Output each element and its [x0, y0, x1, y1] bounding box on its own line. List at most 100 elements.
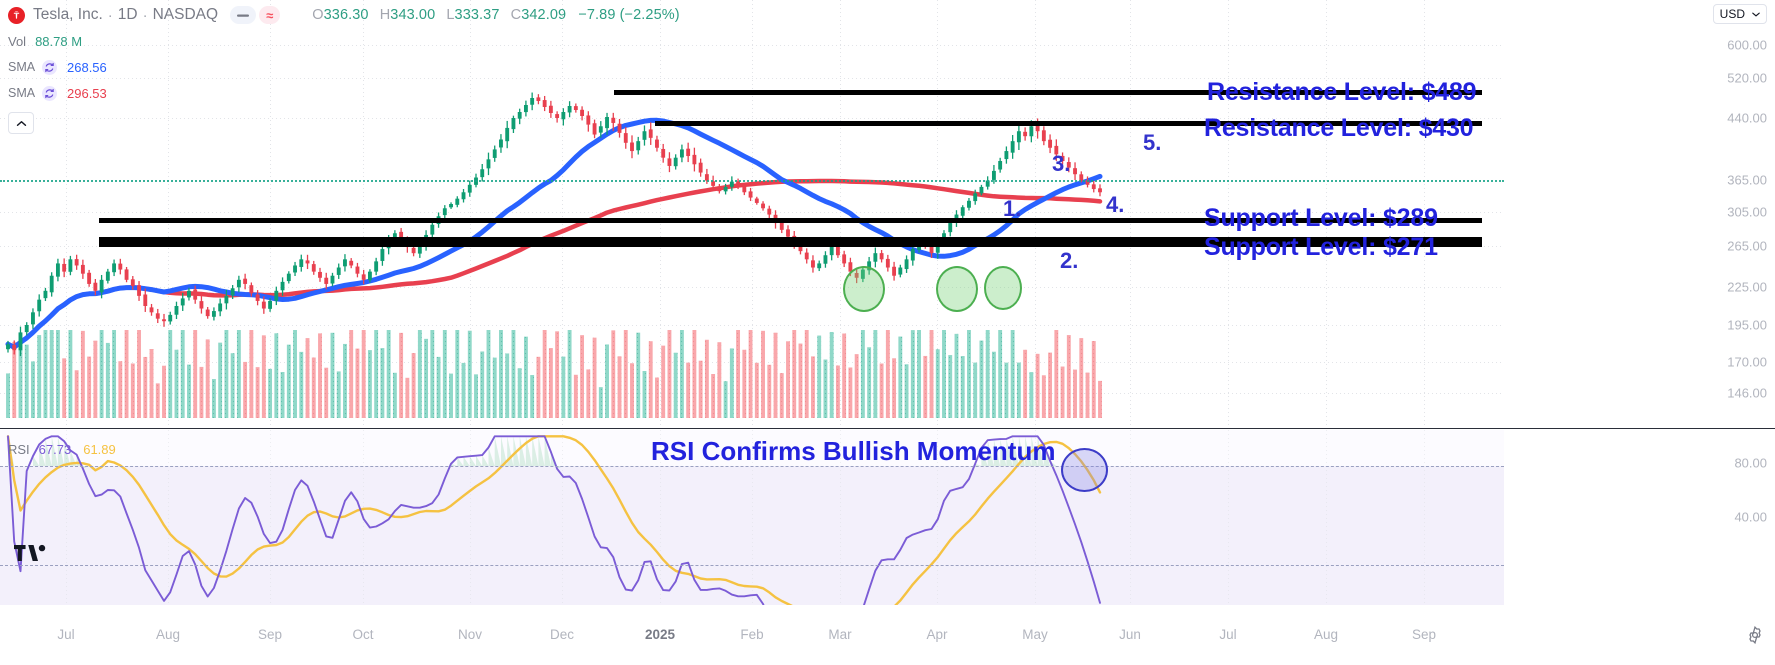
gridline-v — [66, 0, 67, 428]
sma-row-1[interactable]: SMA 268.56 — [8, 54, 680, 80]
time-label: Jun — [1119, 627, 1141, 642]
tesla-logo-icon — [8, 6, 25, 24]
gridline-v — [1035, 0, 1036, 428]
wave-icon[interactable]: ≈ — [259, 6, 281, 24]
time-label: 2025 — [644, 627, 676, 642]
gridline-v — [1326, 430, 1327, 605]
sma-label: SMA — [8, 86, 36, 100]
gridline-v — [1424, 430, 1425, 605]
gridline-v — [1228, 430, 1229, 605]
symbol-row[interactable]: Tesla, Inc. · 1D · NASDAQ ≈ O336.30 H343… — [8, 2, 680, 28]
support-line-289-upper[interactable] — [99, 218, 1482, 223]
refresh-icon[interactable] — [42, 85, 57, 101]
ohlc-close-key: C — [510, 7, 522, 23]
wave-label-2: 2. — [1060, 248, 1079, 273]
highlight-ellipse-3 — [984, 266, 1022, 310]
gridline-v — [660, 0, 661, 428]
rsi-tick: 40.00 — [1734, 509, 1767, 525]
gridline-v — [937, 0, 938, 428]
gridline-v — [363, 0, 364, 428]
resistance-label-489: Resistance Level: $489 — [1207, 78, 1477, 106]
refresh-icon[interactable] — [42, 59, 57, 75]
wave-label-4: 4. — [1106, 192, 1125, 217]
axis-divider — [1504, 428, 1775, 429]
gridline-v — [1130, 0, 1131, 428]
exchange: NASDAQ — [152, 6, 219, 23]
gridline-v — [752, 430, 753, 605]
bar-style-icon[interactable] — [230, 6, 257, 24]
separator-dot: · — [107, 6, 113, 24]
time-label: Apr — [926, 627, 948, 642]
gridline-v — [1130, 430, 1131, 605]
time-axis: Jul Aug Sep Oct Nov Dec 2025 Feb Mar Apr May Jun Jul… — [0, 544, 1775, 665]
gridline-v — [470, 430, 471, 605]
time-label: Sep — [1411, 627, 1437, 642]
time-label: Nov — [457, 627, 483, 642]
resistance-line-489[interactable] — [614, 90, 1482, 95]
time-label: Feb — [740, 627, 764, 642]
ohlc-close-value: 342.09 — [521, 7, 567, 23]
support-line-289[interactable] — [99, 237, 1482, 242]
rsi-highlight-ellipse — [1061, 448, 1108, 492]
time-label: Mar — [828, 627, 852, 642]
rsi-overbought-line — [0, 466, 1504, 467]
time-label: Sep — [257, 627, 283, 642]
gridline-v — [562, 430, 563, 605]
support-line-271[interactable] — [99, 242, 1482, 247]
wave-label-3: 3. — [1052, 151, 1071, 176]
gridline-v — [1035, 430, 1036, 605]
price-tick: 305.00 — [1727, 204, 1767, 220]
currency-selector[interactable]: USD — [1712, 4, 1767, 24]
volume-row[interactable]: Vol 88.78 M — [8, 28, 680, 54]
gridline-v — [840, 0, 841, 428]
symbol-name[interactable]: Tesla, Inc. — [33, 6, 103, 23]
resistance-line-430[interactable] — [655, 121, 1482, 126]
price-tick: 365.00 — [1727, 172, 1767, 188]
gridline-v — [168, 430, 169, 605]
collapse-legend-button[interactable] — [8, 112, 34, 134]
price-tick: 440.00 — [1727, 110, 1767, 126]
gridline-v — [270, 430, 271, 605]
gridline-v — [168, 0, 169, 428]
price-axis: USD 600.00 520.00 440.00 365.00 305.00 2… — [1504, 0, 1775, 605]
time-label: Oct — [352, 627, 374, 642]
rsi-pane: RSI 67.73 61.89 RSI Confirms Bullish Mom… — [0, 430, 1504, 621]
volume-label: Vol — [8, 33, 27, 49]
volume-value: 88.78 M — [35, 33, 83, 49]
price-tick: 170.00 — [1727, 354, 1767, 370]
price-tick: 600.00 — [1727, 37, 1767, 53]
rsi-ma-value: 61.89 — [83, 441, 116, 457]
rsi-band-fill — [0, 466, 1504, 605]
ohlc-high-key: H — [379, 7, 391, 23]
chart-legend: Tesla, Inc. · 1D · NASDAQ ≈ O336.30 H343… — [8, 2, 680, 134]
price-tick: 265.00 — [1727, 238, 1767, 254]
gridline-v — [1326, 0, 1327, 428]
chevron-down-icon — [1752, 12, 1760, 17]
wave-label-5: 5. — [1143, 130, 1162, 155]
gridline-v — [1228, 0, 1229, 428]
resistance-label-430: Resistance Level: $430 — [1204, 114, 1474, 142]
gridline-v — [752, 0, 753, 428]
time-label: Dec — [549, 627, 575, 642]
interval[interactable]: 1D — [117, 6, 138, 23]
gridline-v — [562, 0, 563, 428]
price-tick: 195.00 — [1727, 317, 1767, 333]
ohlc-change: −7.89 (−2.25%) — [578, 7, 680, 23]
ohlc-low-key: L — [446, 7, 455, 23]
rsi-annotation: RSI Confirms Bullish Momentum — [651, 436, 1056, 466]
gridline-v — [1424, 0, 1425, 428]
rsi-tick: 80.00 — [1734, 455, 1767, 471]
tradingview-logo-icon[interactable] — [14, 543, 46, 568]
price-pane: 1. 2. 3. 4. 5. Resistance Level: $489 Re… — [0, 0, 1504, 428]
ohlc-open-value: 336.30 — [323, 7, 369, 23]
gridline-v — [840, 430, 841, 605]
sma-row-2[interactable]: SMA 296.53 — [8, 80, 680, 106]
time-label: May — [1022, 627, 1048, 642]
sma-value-1: 268.56 — [67, 59, 107, 75]
time-label: Jul — [57, 627, 75, 642]
settings-gear-icon[interactable] — [1745, 625, 1765, 645]
support-label-289: Support Level: $289 — [1204, 204, 1438, 232]
gridline-v — [660, 430, 661, 605]
ohlc-high-value: 343.00 — [390, 7, 436, 23]
rsi-series-layer — [6, 435, 1102, 621]
